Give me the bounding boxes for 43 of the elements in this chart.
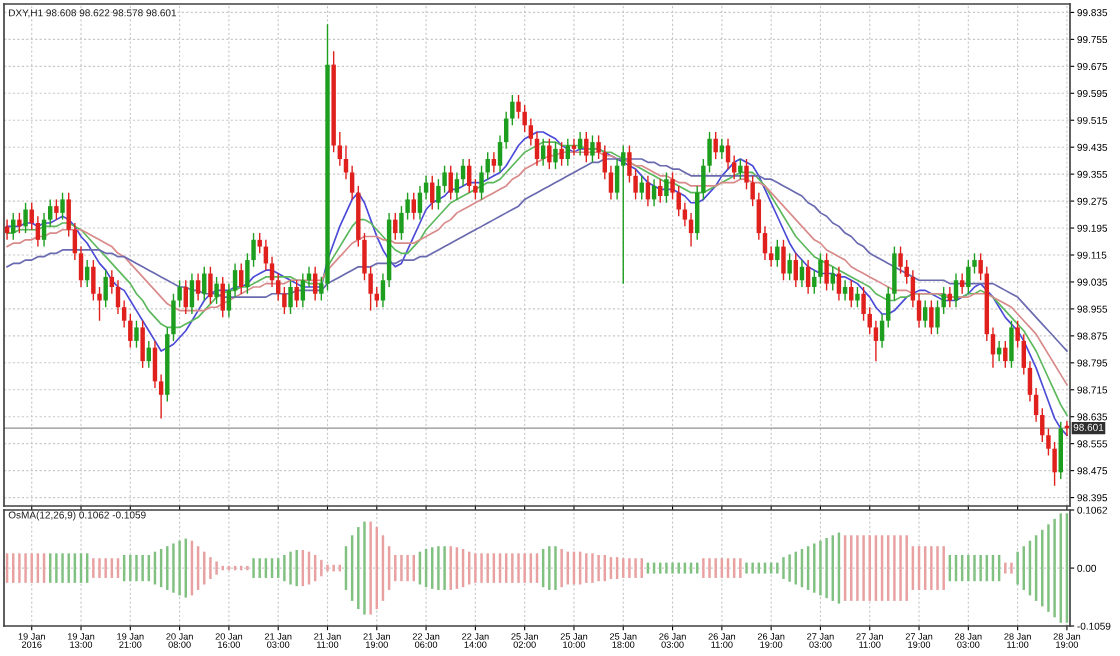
candlestick xyxy=(448,165,453,201)
candlestick xyxy=(294,279,299,308)
candlestick xyxy=(553,141,558,170)
candlestick xyxy=(873,320,879,362)
candlestick xyxy=(855,286,860,308)
candlestick xyxy=(195,272,201,302)
candlestick xyxy=(966,259,971,295)
candlestick xyxy=(189,272,195,315)
candlestick xyxy=(140,320,145,369)
candlestick xyxy=(584,131,589,164)
candlestick xyxy=(103,269,108,308)
candlestick xyxy=(929,299,934,335)
candlestick xyxy=(60,191,65,221)
candlestick xyxy=(35,215,41,248)
candlestick xyxy=(411,191,416,221)
candlestick xyxy=(781,239,786,281)
candlestick xyxy=(559,141,564,167)
candlestick xyxy=(842,279,848,302)
candlestick xyxy=(134,320,139,349)
candlestick xyxy=(738,158,743,180)
candlestick xyxy=(922,299,928,329)
candlestick xyxy=(614,158,620,201)
candlestick xyxy=(547,138,552,170)
candlestick xyxy=(239,262,244,295)
candlestick xyxy=(621,144,626,285)
candlestick xyxy=(214,276,219,305)
candlestick xyxy=(664,171,669,204)
candlestick xyxy=(208,266,213,305)
candlestick xyxy=(288,279,293,315)
candlestick xyxy=(1009,320,1014,369)
candlestick xyxy=(54,198,59,221)
candlestick xyxy=(17,212,22,234)
candlestick xyxy=(220,276,225,319)
candlestick xyxy=(1003,340,1008,369)
candlestick xyxy=(959,272,965,295)
candlestick xyxy=(787,252,792,281)
candlestick xyxy=(23,202,28,234)
candlestick xyxy=(824,252,829,292)
candlestick xyxy=(491,151,497,174)
candlestick xyxy=(775,239,780,268)
candlestick xyxy=(4,218,10,241)
candlestick xyxy=(713,131,718,160)
candlestick xyxy=(590,134,595,164)
